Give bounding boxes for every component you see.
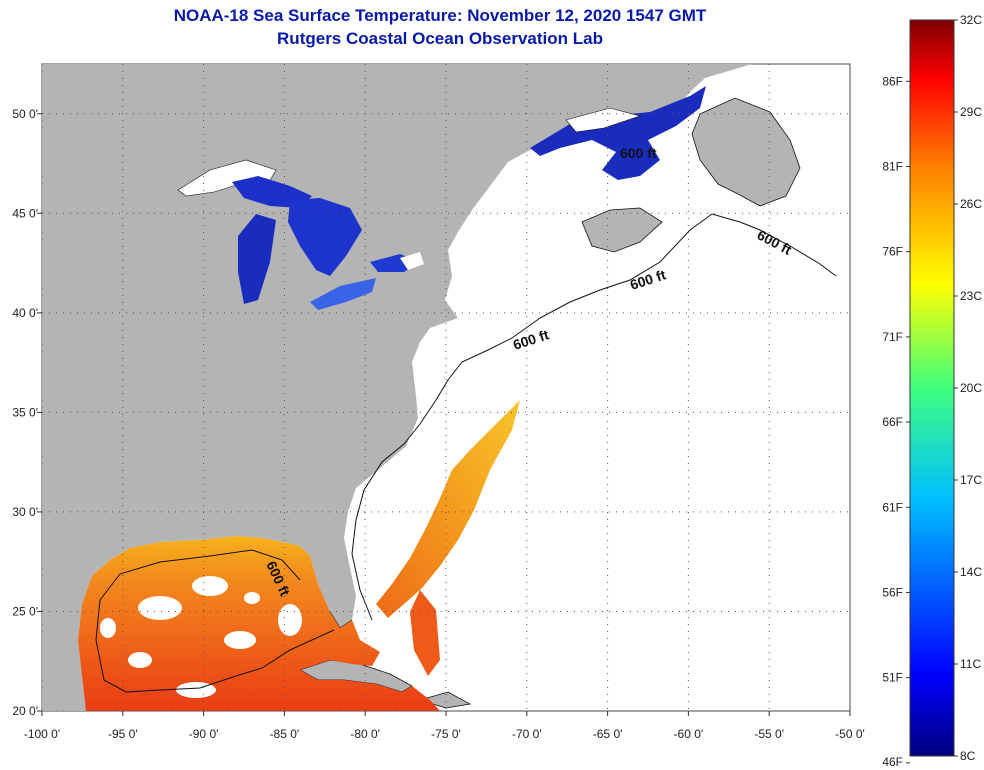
lon-tick-label: -70 0': [512, 727, 542, 741]
fahrenheit-label: 61F: [882, 500, 903, 514]
isobath-600ft: [351, 213, 837, 621]
nova-scotia-land: [581, 207, 663, 253]
celsius-label: 20C: [960, 381, 982, 395]
lat-tick-label: 30 0': [12, 505, 38, 519]
lon-tick-label: -100 0': [24, 727, 60, 741]
celsius-label: 17C: [960, 473, 982, 487]
fahrenheit-label: 71F: [882, 330, 903, 344]
celsius-label: 23C: [960, 289, 982, 303]
fahrenheit-label: 86F: [882, 74, 903, 88]
fahrenheit-label: 56F: [882, 585, 903, 599]
gulf-stream-sst: [376, 400, 520, 618]
gulf-of-mexico-sst: [78, 536, 440, 711]
title-line-1: NOAA-18 Sea Surface Temperature: Novembe…: [173, 6, 707, 25]
fahrenheit-label: 51F: [882, 671, 903, 685]
contour-label: 600 ft: [620, 145, 657, 161]
celsius-label: 32C: [960, 13, 982, 27]
fahrenheit-label: 46F: [882, 755, 903, 769]
lon-tick-label: -60 0': [674, 727, 704, 741]
celsius-label: 29C: [960, 105, 982, 119]
celsius-label: 11C: [960, 657, 981, 671]
lat-tick-label: 20 0': [12, 704, 38, 718]
north-america-land: [42, 64, 752, 711]
newfoundland-land: [691, 97, 801, 207]
title-line-2: Rutgers Coastal Ocean Observation Lab: [277, 29, 603, 48]
lat-tick-label: 35 0': [12, 405, 38, 419]
cloud-gaps-gulf: [100, 576, 302, 698]
great-lakes: [177, 159, 424, 310]
lon-tick-label: -95 0': [108, 727, 138, 741]
colorbar: [909, 19, 955, 757]
fahrenheit-label: 81F: [882, 160, 903, 174]
celsius-label: 26C: [960, 197, 982, 211]
fahrenheit-label: 66F: [882, 415, 903, 429]
fahrenheit-label: 76F: [882, 245, 903, 259]
lon-tick-label: -90 0': [189, 727, 219, 741]
lat-tick-label: 50 0': [12, 107, 38, 121]
celsius-label: 8C: [960, 749, 976, 763]
lat-tick-label: 25 0': [12, 604, 38, 618]
lon-tick-label: -85 0': [270, 727, 300, 741]
lon-tick-label: -50 0': [835, 727, 865, 741]
lat-tick-label: 40 0': [12, 306, 38, 320]
lon-tick-label: -80 0': [350, 727, 380, 741]
st-lawrence-water: [530, 86, 706, 180]
celsius-label: 14C: [960, 565, 982, 579]
lon-tick-label: -65 0': [593, 727, 623, 741]
lat-tick-label: 45 0': [12, 206, 38, 220]
lon-tick-label: -75 0': [431, 727, 461, 741]
lon-tick-label: -55 0': [754, 727, 784, 741]
